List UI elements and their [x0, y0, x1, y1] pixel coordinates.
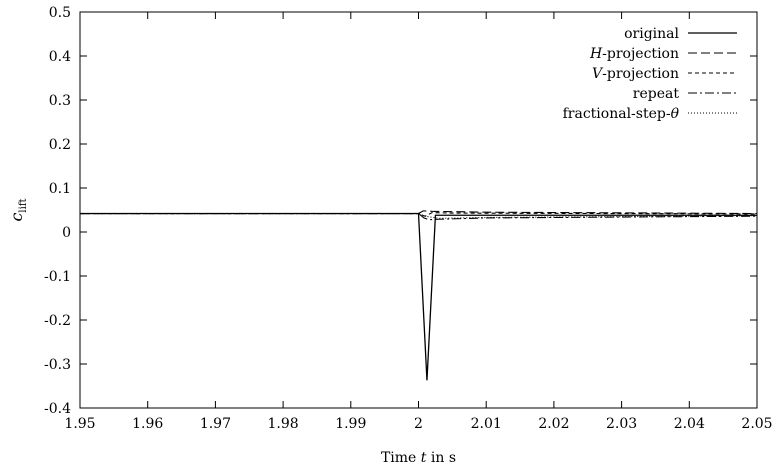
legend: original H-projection V-projection repeat fr…	[563, 26, 737, 122]
x-axis: 1.95 1.96 1.97 1.98 1.99 2 2.01 2.02 2.03 2.04 2.0…	[64, 12, 773, 432]
legend-label-2: H-projection	[589, 46, 679, 62]
x-tick-label: 1.96	[132, 416, 163, 432]
series-line-5	[80, 212, 758, 219]
y-tick-label: -0.4	[44, 401, 71, 417]
legend-label-4: repeat	[633, 86, 680, 102]
x-tick-label: 2.02	[538, 416, 569, 432]
x-tick-label: 1.99	[335, 416, 366, 432]
series-line-4	[80, 212, 758, 221]
y-tick-label: -0.2	[44, 313, 71, 329]
x-tick-label: 2.04	[674, 416, 705, 432]
x-tick-label: 2.05	[741, 416, 772, 432]
legend-label-5: fractional-step-θ	[563, 106, 680, 122]
y-tick-label: 0	[62, 225, 71, 241]
y-axis: -0.4 -0.3 -0.2 -0.1 0 0.1 0.2 0.3 0.4 0.5	[44, 5, 757, 417]
y-tick-label: 0.5	[49, 5, 71, 21]
legend-label-3: V-projection	[592, 66, 679, 82]
series-layer	[80, 210, 758, 381]
y-axis-label: clift	[7, 198, 29, 221]
x-tick-label: 2	[414, 416, 423, 432]
y-tick-label: 0.2	[49, 137, 71, 153]
x-tick-label: 1.98	[268, 416, 299, 432]
y-tick-label: 0.1	[49, 181, 71, 197]
y-tick-label: -0.3	[44, 357, 71, 373]
series-line-1	[80, 212, 757, 381]
y-tick-label: 0.3	[49, 93, 71, 109]
y-tick-label: -0.1	[44, 269, 71, 285]
x-tick-label: 2.03	[606, 416, 637, 432]
x-axis-label: Time t in s	[381, 450, 456, 466]
x-tick-label: 2.01	[471, 416, 502, 432]
x-tick-label: 1.97	[200, 416, 231, 432]
x-tick-label: 1.95	[64, 416, 95, 432]
legend-label-1: original	[624, 26, 679, 42]
y-tick-label: 0.4	[49, 49, 71, 65]
